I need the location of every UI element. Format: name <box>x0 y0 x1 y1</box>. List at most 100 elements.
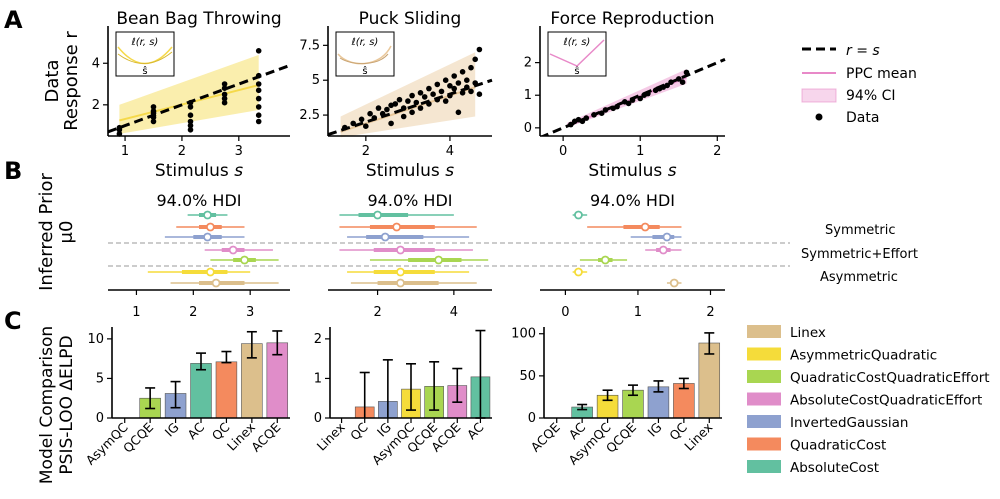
scatter-1-inset-xlabel: ŝ <box>362 65 367 77</box>
scatter-2-xlabel-symbol: s <box>668 161 677 181</box>
legend-a-dot-swatch <box>815 113 823 121</box>
scatter-0-point-2 <box>116 124 123 131</box>
scatter-1-inset-curve-2 <box>339 53 389 64</box>
bar-0-xtick-label-6: ACQE <box>248 419 283 454</box>
scatter-1-point-42 <box>472 80 479 86</box>
scatter-1-point-5 <box>371 115 378 121</box>
scatter-0-inset-frame <box>115 31 175 77</box>
scatter-2-inset-title: ℓ(r, s) <box>564 37 591 48</box>
scatter-1-xtick-label-1: 4 <box>446 144 454 159</box>
forest-2-mean-QuadraticCostQuadraticEffort <box>600 255 610 265</box>
bar-0-ytick-label-0: 0 <box>96 411 104 426</box>
scatter-1-point-1 <box>350 120 357 127</box>
scatter-0-point-11 <box>187 112 194 118</box>
scatter-1-xlabel-symbol: s <box>445 161 454 181</box>
forest-0-mean-QuadraticCostQuadraticEffort <box>240 255 249 265</box>
scatter-1-point-33 <box>451 85 458 92</box>
legend-c-label-QuadraticCost: QuadraticCost <box>790 438 886 454</box>
scatter-1-inset-frame <box>335 31 395 77</box>
scatter-2-point-4 <box>583 115 590 121</box>
bar-1-ytick-label-0: 0 <box>314 411 322 426</box>
forest-0-mean-AsymmetricQuadratic <box>205 267 215 277</box>
forest-1-mean-QuadraticCost <box>392 222 402 232</box>
scatter-1-point-15 <box>405 98 411 104</box>
forest-1-mean-InvertedGaussian <box>380 232 390 242</box>
scatter-0-point-9 <box>187 122 194 129</box>
bar-2-xtick-label-6: Linex <box>681 420 715 454</box>
forest-0-xtick-label-2: 3 <box>246 305 254 320</box>
scatter-0-xtick-label-1: 2 <box>178 144 186 159</box>
forest-1-mean-QuadraticCostQuadraticEffort <box>434 255 444 265</box>
scatter-2-point-13 <box>637 95 643 102</box>
legend-c-swatch-InvertedGaussian <box>747 415 781 428</box>
scatter-1-point-13 <box>400 105 407 111</box>
scatter-1-point-45 <box>476 91 483 97</box>
forest-2-title: 94.0% HDI <box>590 191 675 210</box>
scatter-0-point-24 <box>255 81 262 87</box>
scatter-2-inset-frame <box>547 31 607 77</box>
scatter-1-point-29 <box>442 98 449 104</box>
forest-2-mean-AbsoluteCostQuadraticEffort <box>658 245 668 255</box>
scatter-1-point-24 <box>430 91 436 97</box>
legend-c-swatch-AbsoluteCostQuadraticEffort <box>747 392 781 406</box>
scatter-0-xtick-label-0: 1 <box>121 144 129 159</box>
scatter-2-point-0 <box>568 121 574 128</box>
forest-force-reproduction: 94.0% HDI 0 1 2 <box>540 191 725 320</box>
row-b-label-1: Inferred Prior <box>36 173 57 291</box>
scatter-1-point-20 <box>417 105 424 111</box>
scatter-1-point-36 <box>459 69 466 75</box>
scatter-1-point-32 <box>451 73 458 79</box>
scatter-0-point-15 <box>221 95 228 102</box>
scatter-1-title: Puck Sliding <box>359 9 462 29</box>
bar-1-ytick-label-2: 2 <box>314 332 322 347</box>
scatter-2-xtick-label-1: 1 <box>636 144 644 159</box>
scatter-2-point-5 <box>591 112 597 118</box>
forest-0-xtick-label-1: 2 <box>189 305 197 320</box>
scatter-bean-bag: Bean Bag Throwing 1 2 3 2 4 Stimulus s ℓ(r, s) ŝ <box>92 9 291 181</box>
legend-c-swatch-QuadraticCostQuadraticEffort <box>747 370 781 383</box>
scatter-0-xlabel-symbol: s <box>234 161 243 181</box>
scatter-0-xlabel: Stimulus s <box>155 161 243 181</box>
legend-c-swatch-QuadraticCost <box>747 437 781 451</box>
bar-0-xtick-label-3: AC <box>184 419 207 442</box>
forest-1-mean-Linex <box>396 278 405 288</box>
row-a-label-2: Response r <box>61 31 82 131</box>
bar-0-bar-QC <box>215 361 238 419</box>
scatter-1-point-8 <box>384 106 390 113</box>
legend-c-label-AbsoluteCost: AbsoluteCost <box>790 460 879 476</box>
scatter-1-point-34 <box>455 80 462 86</box>
scatter-0-point-16 <box>221 91 228 98</box>
scatter-2-point-12 <box>629 97 636 103</box>
scatter-1-point-26 <box>434 96 441 103</box>
forest-2-mean-InvertedGaussian <box>662 232 672 242</box>
legend-c-label-AbsoluteCostQuadraticEffort: AbsoluteCostQuadraticEffort <box>790 393 982 409</box>
legend-a-label-ppc: PPC mean <box>846 66 917 82</box>
scatter-2-ytick-label-1: 1 <box>524 88 532 103</box>
scatter-1-point-37 <box>459 90 466 96</box>
forest-2-mean-QuadraticCost <box>640 222 650 232</box>
forest-2-xtick-label-1: 1 <box>634 305 642 320</box>
forest-2-mean-AsymmetricQuadratic <box>574 267 583 277</box>
scatter-1-point-31 <box>447 92 453 99</box>
legend-c: LinexAsymmetricQuadraticQuadraticCostQua… <box>747 325 990 476</box>
scatter-0-title: Bean Bag Throwing <box>116 9 281 29</box>
legend-a-label-data: Data <box>846 110 879 126</box>
scatter-2-point-9 <box>614 103 620 110</box>
legend-c-label-AsymmetricQuadratic: AsymmetricQuadratic <box>790 348 937 364</box>
forest-puck-sliding: 94.0% HDI 2 4 <box>328 191 492 320</box>
scatter-0-point-22 <box>255 95 262 102</box>
forest-1-mean-AbsoluteCostQuadraticEffort <box>396 245 405 255</box>
scatter-0-ytick-label-0: 2 <box>92 98 100 113</box>
scatter-1-point-14 <box>400 113 407 120</box>
forest-1-title: 94.0% HDI <box>368 191 453 210</box>
scatter-1-point-44 <box>476 46 483 53</box>
legend-c-label-Linex: Linex <box>790 325 826 341</box>
scatter-0-point-26 <box>255 48 262 54</box>
scatter-0-point-12 <box>187 104 194 110</box>
scatter-2-point-15 <box>645 90 651 97</box>
forest-1-xtick-label-0: 2 <box>373 305 381 320</box>
scatter-2-xtick-label-0: 0 <box>559 144 567 159</box>
forest-bean-bag: 94.0% HDI 1 2 3 <box>108 191 790 320</box>
scatter-0-point-17 <box>221 85 228 91</box>
